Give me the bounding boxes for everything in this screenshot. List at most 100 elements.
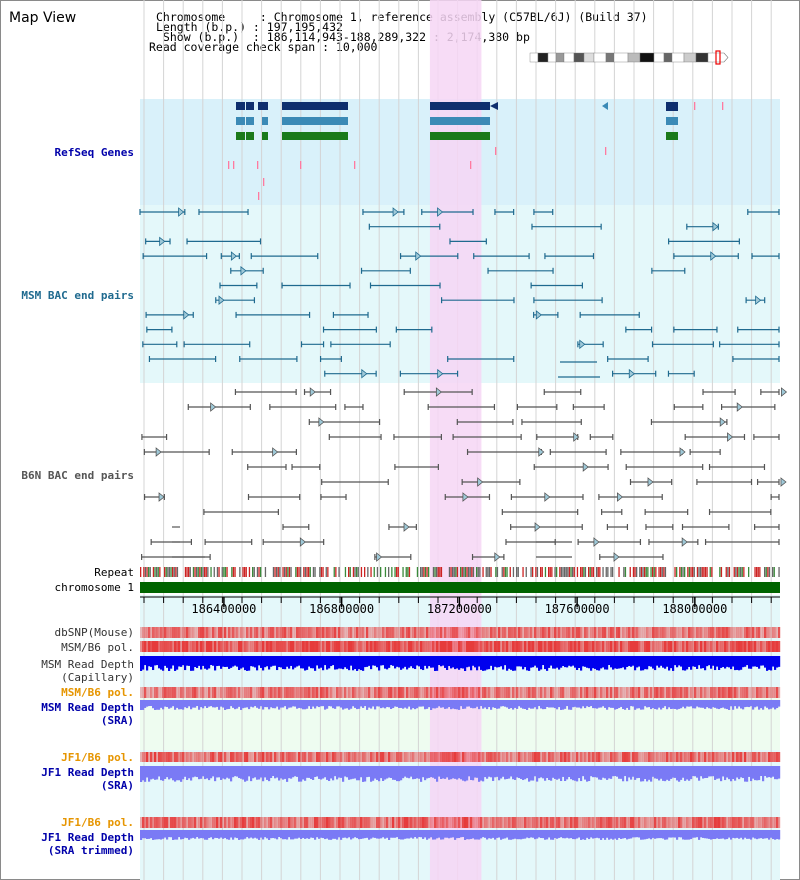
- heat-cell: [414, 752, 417, 762]
- msm-bac-track[interactable]: [139, 207, 780, 379]
- track-label-jf1-pol-trim[interactable]: JF1/B6 pol.: [61, 816, 134, 829]
- repeat-element: [184, 567, 187, 577]
- heat-cell: [526, 752, 529, 762]
- repeat-element: [186, 567, 188, 577]
- gene-exon: [430, 132, 490, 140]
- heat-cell: [414, 817, 417, 828]
- heat-cell: [316, 627, 319, 638]
- depth-bar: [600, 830, 603, 840]
- track-label-refseq[interactable]: RefSeq Genes: [54, 146, 134, 159]
- depth-bar: [384, 830, 387, 839]
- heat-cell: [212, 752, 215, 762]
- track-label-jf1-depth-sra[interactable]: JF1 Read Depth: [41, 766, 134, 779]
- depth-bar: [610, 700, 613, 708]
- heat-cell: [552, 641, 555, 652]
- heat-cell: [200, 687, 203, 698]
- heat-cell: [246, 687, 249, 698]
- heat-cell: [180, 641, 183, 652]
- depth-bar: [682, 656, 685, 671]
- depth-bar: [264, 766, 267, 778]
- heat-cell: [480, 687, 483, 698]
- heat-cell: [178, 752, 181, 762]
- heat-cell: [734, 752, 737, 762]
- depth-bar: [738, 830, 741, 839]
- depth-bar: [576, 700, 579, 708]
- track-label-dbsnp[interactable]: dbSNP(Mouse): [54, 626, 134, 639]
- heat-cell: [246, 641, 249, 652]
- refseq-track[interactable]: [228, 102, 724, 200]
- repeat-element: [196, 567, 198, 577]
- repeat-element: [223, 567, 225, 577]
- heat-cell: [382, 687, 385, 698]
- repeat-element: [452, 567, 454, 577]
- repeat-element: [338, 567, 340, 577]
- b6n-bac-track[interactable]: [141, 387, 788, 562]
- repeat-element: [674, 567, 676, 577]
- depth-bar: [664, 700, 667, 707]
- heatmap-tracks[interactable]: [140, 627, 781, 828]
- depth-bar: [570, 766, 573, 780]
- repeat-element: [172, 567, 174, 577]
- depth-bar: [472, 830, 475, 839]
- depth-bar: [178, 656, 181, 667]
- repeat-track[interactable]: [140, 567, 780, 577]
- chromosome-band: [140, 582, 780, 593]
- depth-bar: [174, 766, 177, 782]
- depth-bar: [644, 830, 647, 840]
- heat-cell: [342, 627, 345, 638]
- track-label-msm-depth-cap[interactable]: MSM Read Depth: [41, 658, 134, 671]
- heat-cell: [720, 817, 723, 828]
- depth-bar: [502, 700, 505, 707]
- depth-bar: [688, 656, 691, 667]
- depth-bar: [690, 766, 693, 780]
- track-label-msm-pol-sra[interactable]: MSM/B6 pol.: [61, 686, 134, 699]
- track-label-b6n-bac[interactable]: B6N BAC end pairs: [21, 469, 134, 482]
- depth-bar: [338, 766, 341, 778]
- heat-cell: [764, 752, 767, 762]
- depth-bar: [550, 700, 553, 708]
- track-label-msm-pol[interactable]: MSM/B6 pol.: [61, 641, 134, 654]
- heat-cell: [540, 627, 543, 638]
- repeat-element: [188, 567, 190, 577]
- heat-cell: [502, 641, 505, 652]
- depth-bar: [772, 766, 775, 777]
- track-label-jf1-pol[interactable]: JF1/B6 pol.: [61, 751, 134, 764]
- chromosome-ideogram-icon[interactable]: [529, 50, 729, 65]
- track-label-chromosome[interactable]: chromosome 1: [54, 581, 134, 594]
- track-label-msm-depth-sra[interactable]: MSM Read Depth: [41, 701, 134, 714]
- heat-cell: [368, 627, 371, 638]
- heat-cell: [602, 752, 605, 762]
- heat-cell: [524, 687, 527, 698]
- heat-cell: [434, 817, 437, 828]
- depth-bar: [264, 700, 267, 708]
- depth-bar: [318, 700, 321, 708]
- heat-cell: [778, 641, 781, 652]
- heat-cell: [524, 641, 527, 652]
- track-label-msm-bac[interactable]: MSM BAC end pairs: [21, 289, 134, 302]
- depth-bar: [346, 766, 349, 778]
- gene-exon: [666, 102, 678, 111]
- depth-bar: [566, 656, 569, 668]
- track-label-repeat[interactable]: Repeat: [94, 566, 134, 579]
- repeat-element: [639, 567, 641, 577]
- heat-cell: [416, 641, 419, 652]
- heat-cell: [342, 817, 345, 828]
- depth-bar: [490, 700, 493, 710]
- heat-cell: [718, 817, 721, 828]
- heat-cell: [616, 752, 619, 762]
- depth-bar: [614, 766, 617, 777]
- heat-cell: [684, 817, 687, 828]
- chromosome-bar[interactable]: [140, 582, 780, 593]
- heat-cell: [340, 641, 343, 652]
- depth-bar: [148, 700, 151, 707]
- track-label-jf1-depth-trim[interactable]: JF1 Read Depth: [41, 831, 134, 844]
- repeat-element: [564, 567, 566, 577]
- depth-bar: [248, 700, 251, 710]
- gene-exon: [246, 102, 254, 110]
- heat-cell: [220, 641, 223, 652]
- depth-bar: [710, 830, 713, 840]
- depth-tracks[interactable]: [140, 656, 781, 840]
- depth-bar: [266, 700, 269, 708]
- heat-cell: [758, 627, 761, 638]
